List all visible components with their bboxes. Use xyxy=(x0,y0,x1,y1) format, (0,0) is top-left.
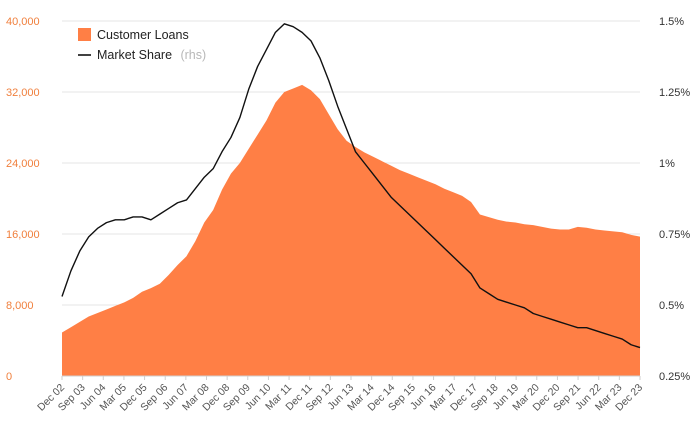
right-y-tick-label: 1.25% xyxy=(659,87,690,99)
left-y-tick-label: 40,000 xyxy=(6,16,40,28)
right-y-tick-label: 0.5% xyxy=(659,300,684,312)
left-y-tick-label: 16,000 xyxy=(6,229,40,241)
right-y-tick-label: 0.25% xyxy=(659,371,690,383)
legend-label-market-share: Market Share (rhs) xyxy=(97,46,206,63)
right-y-tick-label: 1.5% xyxy=(659,16,684,28)
market-share-line xyxy=(61,23,641,349)
legend-label-market-share-name: Market Share xyxy=(97,48,172,62)
legend-label-market-share-axis-note: (rhs) xyxy=(180,48,206,62)
left-y-axis: 0 8,000 16,000 24,000 32,000 40,000 xyxy=(6,16,40,383)
customer-loans-area xyxy=(62,84,640,377)
right-y-axis: 0.25% 0.5% 0.75% 1% 1.25% 1.5% xyxy=(659,16,690,383)
left-y-tick-label: 24,000 xyxy=(6,158,40,170)
left-y-tick-label: 0 xyxy=(6,371,12,383)
legend-swatch-customer-loans xyxy=(78,28,91,41)
left-y-tick-label: 32,000 xyxy=(6,87,40,99)
market-share-line-layer xyxy=(61,23,641,349)
right-y-tick-label: 1% xyxy=(659,158,675,170)
legend: Customer Loans Market Share (rhs) xyxy=(78,28,206,63)
left-y-tick-label: 8,000 xyxy=(6,300,34,312)
right-y-tick-label: 0.75% xyxy=(659,229,690,241)
customer-loans-area-layer xyxy=(62,84,640,377)
legend-label-customer-loans: Customer Loans xyxy=(97,28,189,42)
